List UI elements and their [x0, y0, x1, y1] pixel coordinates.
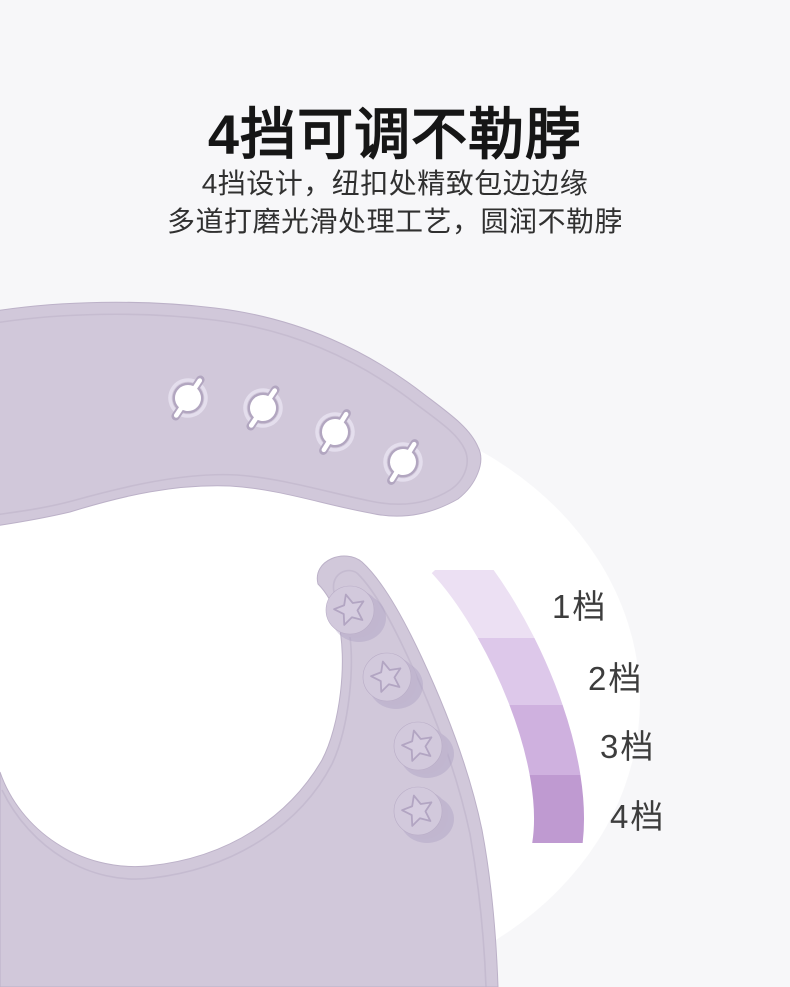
subtitle-line-1: 4挡设计，纽扣处精致包边边缘	[201, 168, 589, 199]
level-label-4: 4档	[610, 798, 666, 835]
subtitle-line-2: 多道打磨光滑处理工艺，圆润不勒脖	[166, 206, 623, 237]
subtitle: 4挡设计，纽扣处精致包边边缘 多道打磨光滑处理工艺，圆润不勒脖	[0, 165, 790, 241]
bib-strap	[0, 301, 482, 526]
page-title: 4挡可调不勒脖	[207, 103, 583, 166]
level-label-3: 3档	[600, 728, 656, 765]
level-label-2: 2档	[588, 660, 644, 697]
level-label-1: 1档	[552, 588, 608, 625]
bib-strap-rim	[0, 313, 468, 516]
